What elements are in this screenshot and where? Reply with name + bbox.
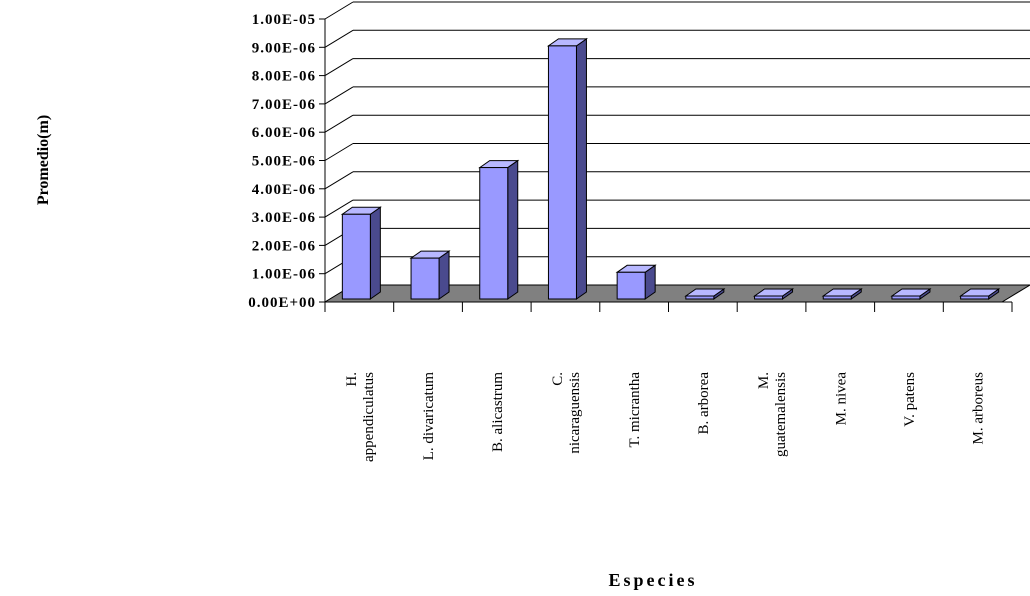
y-tick-label: 2.00E-06 <box>252 238 316 254</box>
bar <box>959 288 1001 300</box>
bar <box>340 206 382 300</box>
y-tick-labels: 0.00E+00 1.00E-06 2.00E-06 3.00E-06 4.00E-06… <box>248 12 316 311</box>
bar <box>615 264 657 300</box>
x-tick-label: T. micrantha <box>627 372 643 448</box>
y-tick-label: 8.00E-06 <box>252 69 316 85</box>
bar-front <box>960 295 990 300</box>
gridline-diagonal <box>324 1 354 20</box>
gridline-diagonal <box>324 86 354 105</box>
x-tick-label-line: M. <box>756 372 772 389</box>
x-tick-label: L. divaricatum <box>421 372 437 461</box>
bar-side <box>575 37 587 300</box>
x-tick-label: M. nivea <box>833 372 849 426</box>
x-tick-label: B. arborea <box>696 372 712 435</box>
x-tick-label: B. alicastrum <box>490 372 506 452</box>
x-tick-label-line: nicaraguensis <box>567 372 583 454</box>
x-axis <box>324 301 1013 312</box>
bar-front <box>547 45 577 300</box>
gridline-diagonal <box>324 114 354 133</box>
bars <box>340 37 1001 300</box>
x-tick-label-line: B. alicastrum <box>490 372 506 452</box>
bar <box>890 288 932 300</box>
bar-front <box>341 213 371 300</box>
y-tick-label: 5.00E-06 <box>252 154 316 170</box>
bar-front <box>479 167 509 300</box>
bar-front <box>616 271 646 300</box>
bar-side <box>369 206 381 300</box>
gridline-diagonal <box>324 143 354 161</box>
y-tick-label: 4.00E-06 <box>252 182 316 198</box>
y-axis <box>319 18 326 303</box>
bar-front <box>891 295 921 300</box>
y-tick-label: 3.00E-06 <box>252 210 316 226</box>
x-tick-label-line: T. micrantha <box>627 372 643 448</box>
x-tick-labels: H. appendiculatus L. divaricatum B. alicast… <box>344 372 987 462</box>
x-tick-label: H. appendiculatus <box>344 372 377 462</box>
x-tick-label-line: B. arborea <box>696 372 712 435</box>
bar <box>478 159 520 300</box>
x-tick-label-line: appendiculatus <box>361 372 377 462</box>
x-tick-label: M. guatemalensis <box>756 372 789 457</box>
x-tick-label-line: M. arboreus <box>971 372 987 445</box>
bar <box>821 288 863 300</box>
bar-front <box>822 295 852 300</box>
gridline-diagonal <box>324 171 354 190</box>
x-tick-label-line: C. <box>550 372 566 386</box>
bar-front <box>754 295 784 300</box>
gridline-diagonal <box>324 58 354 77</box>
bar <box>409 250 451 300</box>
bar-side <box>438 250 450 300</box>
x-tick-label-line: H. <box>344 372 360 387</box>
x-tick-label: C. nicaraguensis <box>550 372 583 454</box>
x-tick-label-line: V. patens <box>902 372 918 427</box>
y-tick-label: 9.00E-06 <box>252 40 316 56</box>
x-axis-title: Especies <box>609 570 698 590</box>
gridline-diagonal <box>324 199 354 218</box>
y-tick-label: 6.00E-06 <box>252 125 316 141</box>
bar-side <box>507 159 519 300</box>
bar <box>684 288 726 300</box>
gridline-diagonal <box>324 29 354 48</box>
y-tick-label: 0.00E+00 <box>248 295 316 311</box>
x-tick-label-line: L. divaricatum <box>421 372 437 461</box>
y-axis-title: Promedio(m) <box>35 115 52 205</box>
gridlines <box>324 1 1030 303</box>
x-tick-label: M. arboreus <box>971 372 987 445</box>
x-tick-label: V. patens <box>902 372 918 427</box>
y-tick-label: 1.00E-05 <box>252 12 316 28</box>
bar-front <box>685 295 715 300</box>
bar <box>752 288 795 300</box>
bar <box>546 37 589 300</box>
x-tick-label-line: M. nivea <box>833 372 849 426</box>
y-tick-label: 1.00E-06 <box>252 267 316 283</box>
x-tick-label-line: guatemalensis <box>773 372 789 457</box>
y-tick-label: 7.00E-06 <box>252 97 316 113</box>
bar-front <box>410 257 440 300</box>
